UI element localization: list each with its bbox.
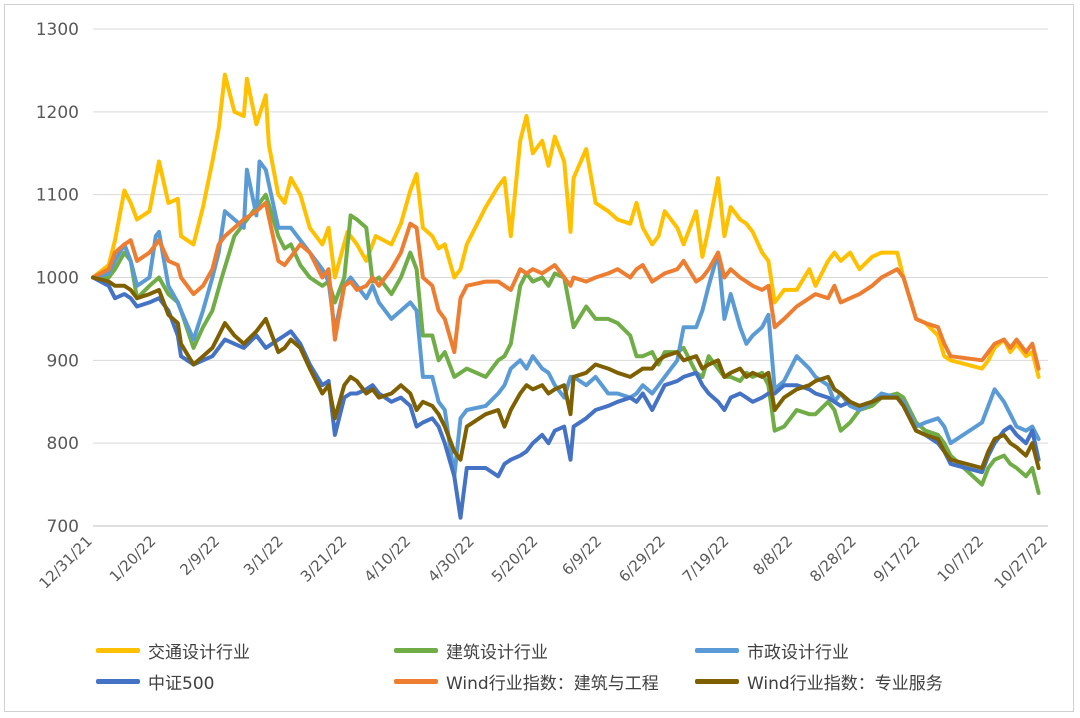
y-tick-label: 700 — [47, 517, 79, 537]
x-tick-label: 3/21/22 — [297, 532, 351, 586]
x-tick-label: 10/27/22 — [990, 532, 1050, 592]
x-tick-label: 5/20/22 — [488, 532, 542, 586]
x-tick-label: 10/7/22 — [934, 532, 988, 586]
x-tick-label: 9/17/22 — [870, 532, 924, 586]
x-tick-label: 3/1/22 — [240, 532, 287, 579]
series-line-0 — [91, 72, 1041, 379]
y-tick-label: 1200 — [36, 103, 79, 123]
series-line-4 — [91, 200, 1041, 371]
x-tick-label: 6/9/22 — [558, 532, 605, 579]
x-tick-label: 1/20/22 — [106, 532, 160, 586]
x-tick-label: 7/19/22 — [679, 532, 733, 586]
y-tick-label: 1300 — [36, 20, 79, 40]
x-tick-label: 2/9/22 — [176, 532, 223, 579]
x-tick-label: 4/30/22 — [424, 532, 478, 586]
x-tick-label: 6/29/22 — [615, 532, 669, 586]
y-tick-label: 800 — [47, 434, 79, 454]
x-tick-label: 8/8/22 — [749, 532, 796, 579]
x-tick-label: 12/31/21 — [35, 532, 95, 592]
x-tick-label: 8/28/22 — [806, 532, 860, 586]
y-axis-ticks: 700 800 900 1000 1100 1200 1300 — [36, 20, 79, 537]
y-tick-label: 1100 — [36, 186, 79, 206]
series-line-5 — [91, 275, 1041, 470]
x-axis-ticks: 12/31/21 1/20/22 2/9/22 3/1/22 3/21/22 4/10/2… — [35, 532, 1050, 592]
y-tick-label: 900 — [47, 351, 79, 371]
series-lines — [91, 72, 1041, 520]
x-tick-label: 4/10/22 — [361, 532, 415, 586]
series-line-2 — [91, 159, 1041, 479]
y-tick-label: 1000 — [36, 269, 79, 289]
